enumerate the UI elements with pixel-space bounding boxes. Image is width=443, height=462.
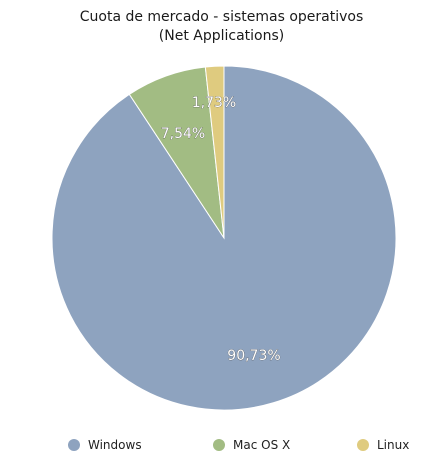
legend-swatch-mac-os-x bbox=[213, 439, 225, 451]
legend-item-linux[interactable]: Linux bbox=[357, 438, 409, 452]
pie-label-mac-os-x: 7,54% bbox=[161, 126, 205, 142]
chart-title-line-2: (Net Applications) bbox=[158, 28, 285, 44]
legend-swatch-linux bbox=[357, 439, 369, 451]
legend-label-windows: Windows bbox=[88, 438, 142, 452]
pie-label-windows: 90,73% bbox=[227, 348, 280, 364]
chart-title-line-1: Cuota de mercado - sistemas operativos bbox=[79, 9, 364, 25]
legend-item-mac-os-x[interactable]: Mac OS X bbox=[213, 438, 290, 452]
chart-title: Cuota de mercado - sistemas operativos (… bbox=[0, 8, 443, 46]
legend-label-linux: Linux bbox=[377, 438, 410, 452]
pie-label-linux: 1,73% bbox=[192, 95, 236, 111]
chart-legend: Windows Mac OS X Linux bbox=[0, 438, 443, 458]
legend-label-mac-os-x: Mac OS X bbox=[233, 438, 291, 452]
legend-swatch-windows bbox=[68, 439, 80, 451]
legend-item-windows[interactable]: Windows bbox=[68, 438, 142, 452]
pie-slice-linux[interactable] bbox=[204, 65, 225, 239]
